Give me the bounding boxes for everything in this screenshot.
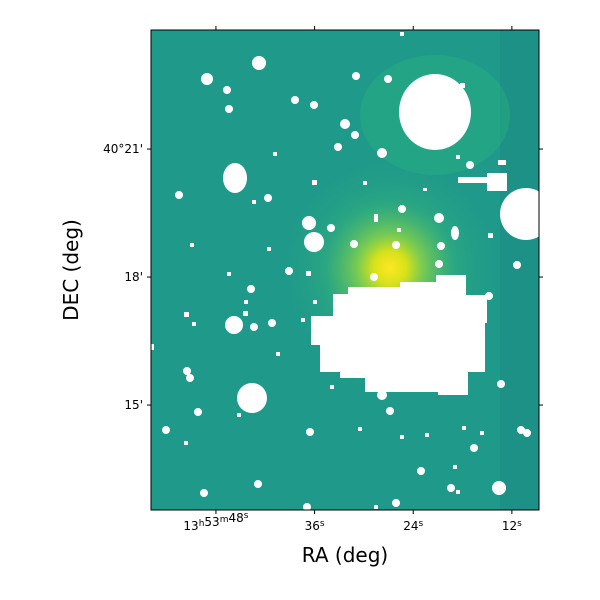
y-tick-label: 18' (124, 270, 143, 284)
masks (151, 32, 539, 510)
x-tick-label: 13h53m48s (183, 511, 248, 533)
x-axis-label: RA (deg) (302, 543, 388, 567)
x-tick-label: 36s (305, 519, 325, 533)
y-tick-label: 15' (124, 398, 143, 412)
x-tick-label: 24s (403, 519, 423, 533)
plot-frame (150, 29, 540, 511)
x-tick-label: 12s (502, 519, 522, 533)
y-axis-label: DEC (deg) (59, 219, 83, 321)
image (151, 30, 539, 510)
y-tick-label: 40°21' (103, 142, 143, 156)
